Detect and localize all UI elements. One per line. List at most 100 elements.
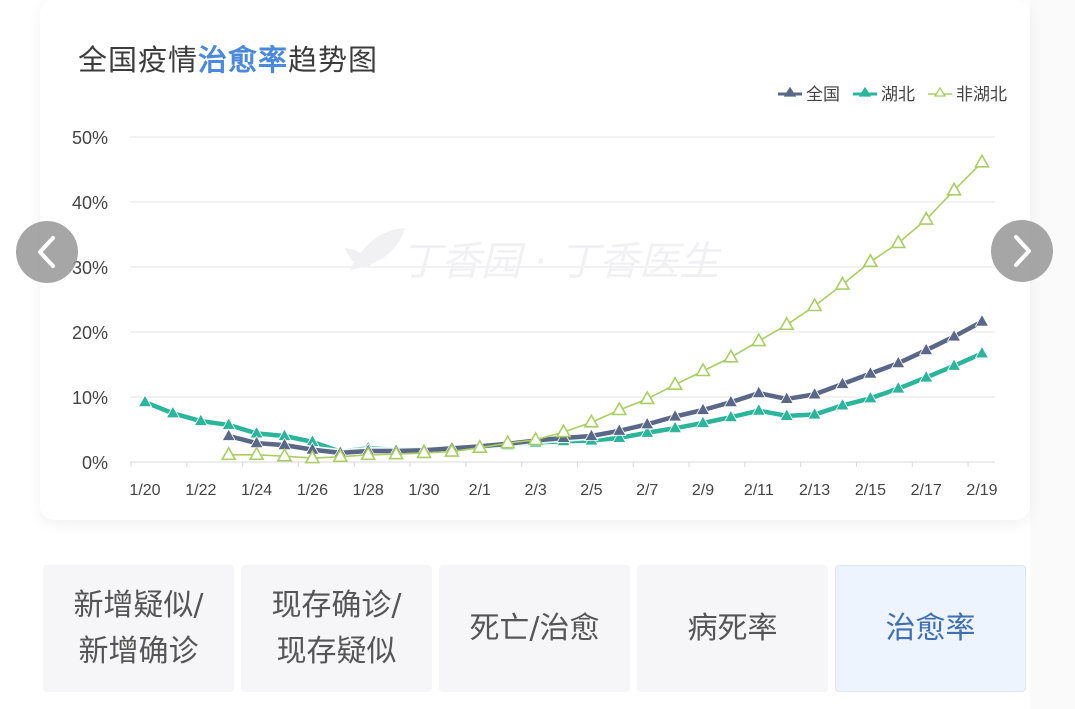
data-point-marker xyxy=(667,420,683,434)
legend-label: 非湖北 xyxy=(956,85,1007,105)
title-highlight: 治愈率 xyxy=(198,43,289,77)
data-point-marker xyxy=(639,390,656,405)
svg-text:1/22: 1/22 xyxy=(185,482,216,499)
data-point-marker xyxy=(890,234,907,249)
svg-text:30%: 30% xyxy=(72,258,108,278)
data-point-marker xyxy=(723,409,739,423)
data-point-marker xyxy=(555,423,572,438)
data-point-marker xyxy=(640,416,655,430)
data-point-marker xyxy=(807,386,822,400)
data-point-marker xyxy=(862,253,879,268)
tab-death-cured[interactable]: 死亡/治愈 xyxy=(439,565,630,692)
svg-text:2/19: 2/19 xyxy=(966,482,997,499)
tab-cure-rate[interactable]: 治愈率 xyxy=(835,565,1026,692)
data-point-marker xyxy=(863,365,878,379)
legend-item[interactable]: 湖北 xyxy=(852,80,915,105)
svg-text:10%: 10% xyxy=(72,388,108,408)
legend-item[interactable]: 非湖北 xyxy=(927,80,1007,105)
svg-text:1/20: 1/20 xyxy=(129,482,160,499)
chart-type-tabs: 新增疑似/ 新增确诊 现存确诊/ 现存疑似 死亡/治愈 病死率 治愈率 xyxy=(43,565,1026,692)
data-point-marker xyxy=(667,408,683,422)
svg-text:40%: 40% xyxy=(72,193,108,213)
data-point-marker xyxy=(974,345,990,359)
data-point-marker xyxy=(751,402,766,416)
tab-new-suspected-confirmed[interactable]: 新增疑似/ 新增确诊 xyxy=(43,565,234,692)
data-point-marker xyxy=(612,422,627,436)
svg-text:2/11: 2/11 xyxy=(744,482,774,499)
data-point-marker xyxy=(723,394,739,408)
svg-text:2/15: 2/15 xyxy=(855,482,886,499)
data-point-marker xyxy=(416,444,432,459)
data-point-marker xyxy=(165,405,181,419)
data-point-marker xyxy=(974,153,990,168)
svg-text:20%: 20% xyxy=(72,323,108,343)
data-point-marker xyxy=(695,415,711,428)
chart-legend: 全国 湖北 非湖北 xyxy=(777,80,1007,105)
svg-text:2/9: 2/9 xyxy=(692,482,714,499)
data-point-marker xyxy=(388,445,404,460)
data-point-marker xyxy=(807,406,822,420)
data-point-marker xyxy=(779,391,794,404)
data-point-marker xyxy=(193,413,208,426)
data-point-marker xyxy=(304,449,321,464)
data-point-marker xyxy=(750,332,767,347)
data-point-marker xyxy=(248,446,265,461)
data-point-marker xyxy=(332,448,349,463)
data-point-marker xyxy=(974,313,990,327)
data-point-marker xyxy=(137,394,153,408)
legend-label: 湖北 xyxy=(881,85,915,105)
data-point-marker xyxy=(778,316,795,331)
data-point-marker xyxy=(834,275,851,290)
tab-current-confirmed-suspected[interactable]: 现存确诊/ 现存疑似 xyxy=(241,565,432,692)
data-point-marker xyxy=(640,424,655,438)
svg-text:2/1: 2/1 xyxy=(469,482,491,499)
data-point-marker xyxy=(806,297,823,312)
data-point-marker xyxy=(695,402,711,415)
title-prefix: 全国疫情 xyxy=(78,43,199,77)
legend-marker-icon xyxy=(778,86,802,97)
line-chart: 0% 10% 20% 30% 40% 50% 1/20 1/22 1/24 1/26 1/28 1/3… xyxy=(72,128,998,499)
data-point-marker xyxy=(891,355,906,369)
data-point-marker xyxy=(946,357,962,371)
title-suffix: 趋势图 xyxy=(288,43,379,77)
chevron-left-icon xyxy=(38,236,55,268)
svg-text:0%: 0% xyxy=(82,453,108,473)
prev-chart-button[interactable] xyxy=(16,221,78,283)
data-point-marker xyxy=(946,181,962,196)
svg-text:1/30: 1/30 xyxy=(408,482,439,499)
data-point-marker xyxy=(835,376,850,389)
data-point-marker xyxy=(221,428,236,441)
data-point-marker xyxy=(863,390,878,404)
tab-fatality-rate[interactable]: 病死率 xyxy=(637,565,828,692)
next-chart-button[interactable] xyxy=(991,220,1053,282)
data-point-marker xyxy=(612,430,627,443)
svg-text:2/3: 2/3 xyxy=(524,482,546,499)
data-point-marker xyxy=(835,397,850,411)
svg-text:2/7: 2/7 xyxy=(636,482,658,499)
svg-text:2/5: 2/5 xyxy=(580,482,602,499)
data-point-marker xyxy=(527,431,544,446)
svg-text:50%: 50% xyxy=(72,128,108,148)
data-point-marker xyxy=(583,413,600,428)
chart-title: 全国疫情治愈率趋势图 xyxy=(78,37,378,79)
data-point-marker xyxy=(723,348,739,363)
svg-text:1/28: 1/28 xyxy=(353,482,384,499)
svg-text:2/17: 2/17 xyxy=(911,482,942,499)
data-point-marker xyxy=(276,447,293,462)
data-point-marker xyxy=(779,408,794,421)
data-point-marker xyxy=(584,428,599,441)
legend-marker-icon xyxy=(853,86,877,97)
data-point-marker xyxy=(751,385,766,399)
legend-marker-icon xyxy=(928,86,952,97)
data-point-marker xyxy=(444,442,460,457)
chevron-right-icon xyxy=(1014,235,1031,267)
data-point-marker xyxy=(611,401,628,416)
data-point-marker xyxy=(891,380,906,394)
data-point-marker xyxy=(360,446,377,461)
legend-item[interactable]: 全国 xyxy=(777,80,840,105)
data-point-marker xyxy=(919,342,934,356)
data-point-marker xyxy=(946,328,962,342)
svg-text:丁香园 · 丁香医生: 丁香园 · 丁香医生 xyxy=(401,239,722,285)
legend-label: 全国 xyxy=(806,85,840,105)
page-edge-right xyxy=(1030,0,1075,709)
